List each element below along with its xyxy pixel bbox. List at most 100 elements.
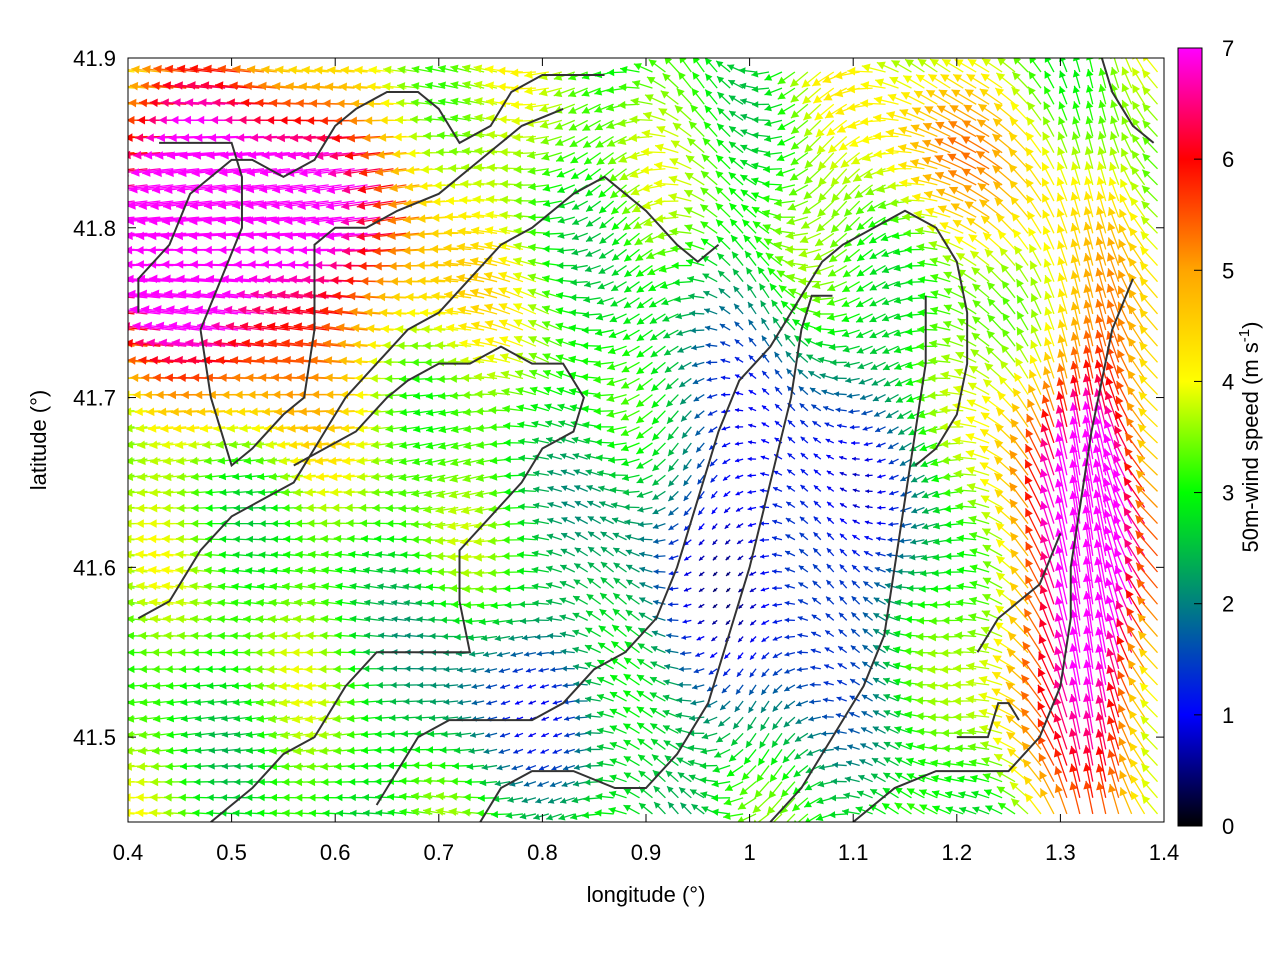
wind-arrow-head — [274, 151, 283, 160]
wind-arrow-head — [281, 598, 290, 607]
wind-arrow-head — [163, 488, 172, 497]
wind-arrow-head — [191, 488, 199, 497]
wind-arrow-head — [140, 81, 149, 91]
wind-arrow-head — [291, 665, 300, 674]
wind-arrow-head — [293, 598, 302, 607]
wind-arrow-head — [468, 747, 475, 755]
wind-arrow-head — [304, 698, 313, 708]
wind-arrow-head — [174, 355, 183, 365]
wind-arrow-head — [385, 408, 394, 417]
wind-arrow-head — [256, 356, 265, 365]
wind-arrow-head — [222, 133, 231, 143]
wind-arrow-head — [399, 808, 407, 817]
wind-arrow-head — [612, 532, 620, 539]
wind-arrow-head — [155, 151, 164, 160]
wind-arrow-head — [267, 322, 276, 331]
wind-arrow-head — [600, 592, 608, 600]
wind-arrow-head — [410, 341, 418, 350]
wind-arrow-head — [391, 292, 400, 302]
wind-arrow-head — [282, 793, 290, 802]
wind-arrow-head — [528, 352, 538, 361]
wind-arrow-head — [405, 292, 414, 302]
wind-arrow-head — [366, 324, 375, 333]
wind-arrow-head — [338, 356, 347, 366]
wind-arrow-head — [190, 535, 199, 544]
wind-arrow-head — [498, 287, 508, 296]
wind-arrow-head — [282, 519, 290, 528]
wind-arrow-head — [486, 114, 495, 123]
wind-arrow-head — [176, 274, 185, 284]
wind-arrow-shaft — [138, 200, 187, 208]
wind-arrow-head — [539, 765, 545, 771]
wind-arrow-head — [425, 81, 433, 90]
wind-arrow-head — [112, 535, 120, 543]
wind-arrow-head — [279, 714, 288, 724]
wind-arrow-head — [220, 698, 228, 706]
wind-arrow-head — [213, 338, 222, 348]
wind-arrow-head — [532, 437, 540, 445]
wind-arrow-head — [412, 761, 420, 770]
wind-arrow-head — [128, 746, 133, 756]
wind-arrow-head — [344, 151, 354, 160]
wind-arrow-shaft — [149, 277, 200, 283]
wind-arrow-head — [202, 440, 211, 449]
wind-arrow-head — [298, 407, 307, 416]
wind-arrow-head — [238, 305, 247, 315]
wind-arrow-head — [411, 535, 419, 544]
wind-arrow-head — [545, 598, 553, 606]
wind-arrow-head — [297, 231, 307, 241]
wind-arrow-head — [331, 503, 340, 513]
wind-arrow-head — [455, 731, 462, 738]
wind-arrow-head — [139, 714, 148, 723]
wind-arrow-head — [558, 420, 566, 427]
wind-arrow-head — [758, 757, 766, 766]
wind-arrow-head — [441, 633, 448, 640]
wind-arrow-head — [166, 682, 174, 690]
wind-arrow-head — [752, 221, 761, 229]
wind-arrow-head — [543, 369, 552, 378]
wind-arrow-head — [148, 231, 157, 241]
wind-arrow-head — [790, 157, 800, 166]
wind-arrow-head — [524, 86, 533, 95]
wind-arrow-head — [432, 307, 441, 317]
wind-arrow-head — [385, 488, 393, 497]
wind-arrow-head — [546, 453, 554, 460]
wind-arrow-head — [411, 489, 420, 498]
wind-arrow-head — [178, 289, 187, 299]
wind-arrow-head — [229, 440, 238, 449]
wind-arrow-head — [475, 473, 484, 482]
wind-arrow-head — [300, 260, 309, 270]
wind-arrow-head — [636, 350, 645, 358]
wind-arrow-head — [499, 195, 509, 205]
wind-arrow-head — [415, 714, 422, 722]
wind-arrow-head — [517, 584, 525, 592]
wind-arrow-head — [489, 585, 497, 594]
wind-arrow-head — [278, 456, 288, 466]
wind-arrow-head — [640, 165, 650, 175]
wind-arrow-head — [486, 354, 495, 363]
wind-arrow-head — [280, 614, 289, 624]
wind-arrow-head — [128, 565, 133, 575]
wind-arrow-head — [180, 390, 189, 400]
wind-arrow-head — [533, 470, 540, 477]
wind-arrow-head — [251, 424, 261, 433]
wind-arrow-head — [790, 110, 800, 119]
wind-arrow-head — [293, 503, 302, 513]
wind-arrow-head — [593, 407, 601, 416]
wind-arrow-head — [515, 700, 520, 705]
wind-arrow-head — [295, 99, 304, 108]
wind-arrow-head — [473, 179, 482, 188]
wind-arrow-head — [194, 747, 202, 754]
wind-arrow-head — [418, 292, 427, 302]
wind-arrow-head — [438, 98, 446, 106]
wind-arrow-head — [206, 682, 214, 690]
wind-arrow-head — [653, 599, 659, 606]
wind-arrow-head — [152, 373, 161, 382]
wind-arrow-head — [629, 169, 639, 179]
wind-arrow-head — [271, 519, 278, 528]
wind-arrow-head — [325, 217, 335, 226]
wind-arrow-head — [650, 676, 658, 684]
wind-arrow-head — [435, 341, 444, 350]
wind-arrow-head — [136, 581, 145, 591]
wind-arrow-head — [593, 391, 601, 400]
